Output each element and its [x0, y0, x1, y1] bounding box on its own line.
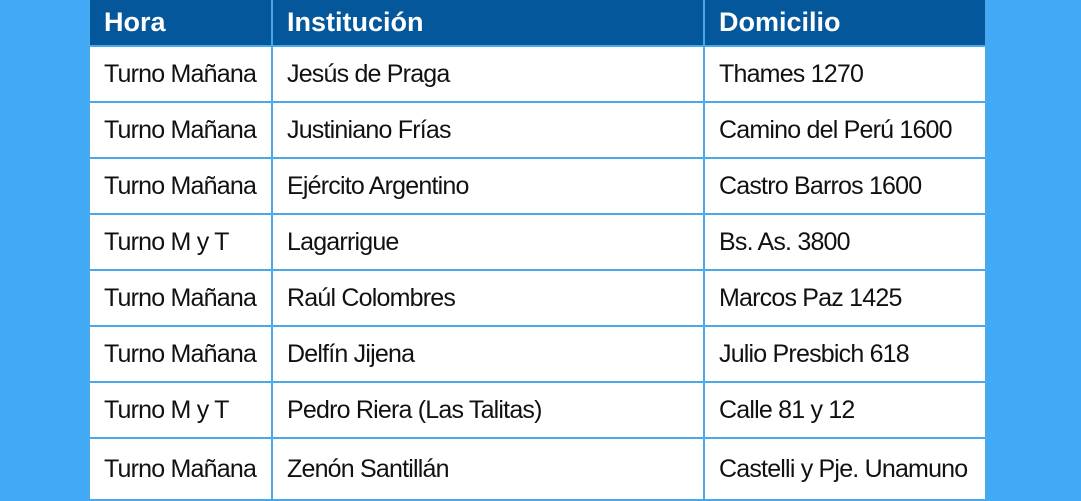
domicilio-cell: Thames 1270: [703, 45, 987, 103]
header-institucion: Institución: [271, 0, 705, 47]
institucion-cell: Ejército Argentino: [271, 157, 705, 215]
header-row: Hora Institución Domicilio: [88, 0, 987, 47]
institucion-cell: Delfín Jijena: [271, 325, 705, 383]
header-domicilio: Domicilio: [703, 0, 987, 47]
hora-cell: Turno M y T: [88, 381, 273, 439]
domicilio-cell: Julio Presbich 618: [703, 325, 987, 383]
header-hora: Hora: [88, 0, 273, 47]
table-row: Turno Mañana Justiniano Frías Camino del P…: [88, 101, 987, 159]
institucion-cell: Lagarrigue: [271, 213, 705, 271]
hora-cell: Turno Mañana: [88, 437, 273, 501]
domicilio-cell: Calle 81 y 12: [703, 381, 987, 439]
table-row: Turno Mañana Raúl Colombres Marcos Paz 142…: [88, 269, 987, 327]
hora-cell: Turno Mañana: [88, 45, 273, 103]
domicilio-cell: Castro Barros 1600: [703, 157, 987, 215]
domicilio-cell: Marcos Paz 1425: [703, 269, 987, 327]
institucion-cell: Justiniano Frías: [271, 101, 705, 159]
table-row: Turno M y T Lagarrigue Bs. As. 3800: [88, 213, 987, 271]
table-row: Turno Mañana Jesús de Praga Thames 1270: [88, 45, 987, 103]
table-row: Turno Mañana Zenón Santillán Castelli y Pj…: [88, 437, 987, 501]
domicilio-cell: Bs. As. 3800: [703, 213, 987, 271]
table-row: Turno Mañana Ejército Argentino Castro Bar…: [88, 157, 987, 215]
hora-cell: Turno Mañana: [88, 325, 273, 383]
table-row: Turno M y T Pedro Riera (Las Talitas) Call…: [88, 381, 987, 439]
institucion-cell: Zenón Santillán: [271, 437, 705, 501]
hora-cell: Turno M y T: [88, 213, 273, 271]
domicilio-cell: Camino del Perú 1600: [703, 101, 987, 159]
schedule-table: Hora Institución Domicilio Turno Mañana J…: [88, 0, 987, 501]
domicilio-cell: Castelli y Pje. Unamuno: [703, 437, 987, 501]
institucion-cell: Pedro Riera (Las Talitas): [271, 381, 705, 439]
institucion-cell: Raúl Colombres: [271, 269, 705, 327]
hora-cell: Turno Mañana: [88, 157, 273, 215]
table-row: Turno Mañana Delfín Jijena Julio Presbich …: [88, 325, 987, 383]
institucion-cell: Jesús de Praga: [271, 45, 705, 103]
hora-cell: Turno Mañana: [88, 101, 273, 159]
hora-cell: Turno Mañana: [88, 269, 273, 327]
